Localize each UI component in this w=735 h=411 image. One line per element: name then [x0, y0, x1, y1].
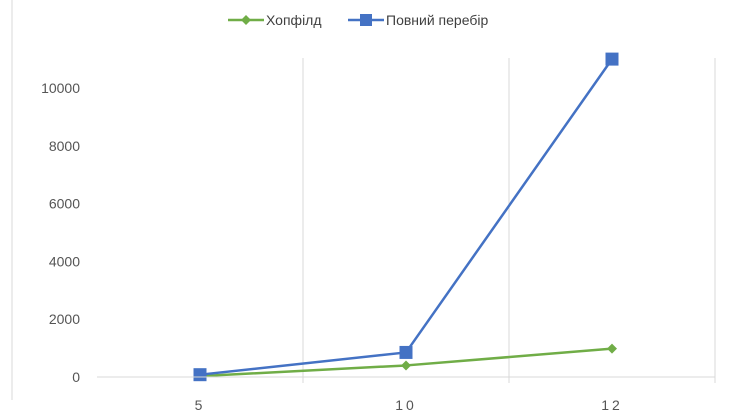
y-axis-ticks: 0 2000 4000 6000 8000 10000	[41, 80, 80, 385]
y-tick-label: 10000	[41, 80, 80, 96]
series-line	[199, 58, 614, 376]
data-point-diamond	[401, 360, 411, 371]
x-tick-label: 12	[601, 397, 623, 411]
x-tick-label: 10	[395, 397, 417, 411]
data-point-diamond	[607, 343, 617, 354]
x-tick-label: 5	[195, 397, 206, 411]
data-point-square	[193, 368, 207, 382]
diamond-icon	[241, 15, 251, 25]
gridlines	[302, 58, 716, 383]
square-icon	[360, 14, 372, 26]
y-tick-label: 8000	[49, 138, 80, 154]
legend-item: Хопфілд	[228, 12, 322, 28]
legend: Хопфілд Повний перебір	[228, 12, 488, 28]
x-axis-ticks: 5 10 12	[195, 397, 623, 411]
y-tick-label: 6000	[49, 196, 80, 212]
y-tick-label: 2000	[49, 311, 80, 327]
y-tick-label: 4000	[49, 253, 80, 269]
series-lines	[199, 58, 614, 378]
legend-label: Повний перебір	[386, 12, 488, 28]
data-point-square	[399, 345, 413, 359]
series-markers	[193, 52, 619, 382]
data-point-square	[605, 52, 619, 66]
legend-item: Повний перебір	[348, 12, 488, 28]
legend-label: Хопфілд	[266, 12, 322, 28]
y-tick-label: 0	[72, 369, 80, 385]
